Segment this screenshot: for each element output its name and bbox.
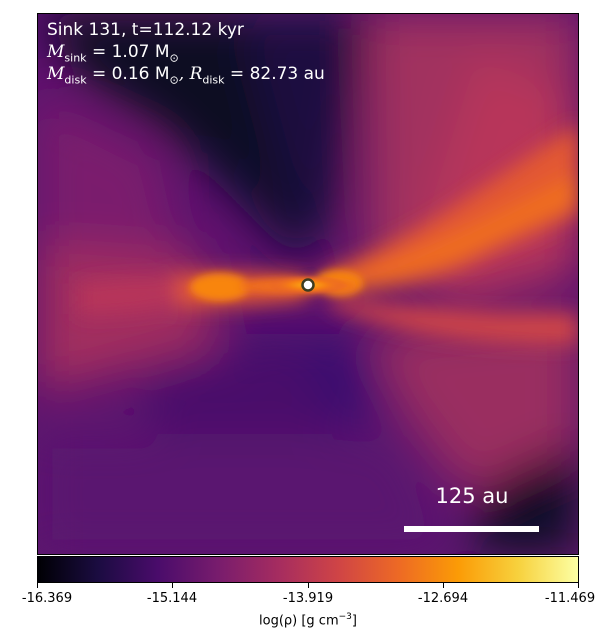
disk-properties-label: Mdisk = 0.16 M⊙, Rdisk = 82.73 au <box>47 64 325 87</box>
colorbar-tick <box>578 583 579 588</box>
sink-mass-label: Msink = 1.07 M⊙ <box>47 42 179 65</box>
sink-title: Sink 131, t=112.12 kyr <box>47 20 244 40</box>
colorbar-tick-label: -13.919 <box>282 591 334 606</box>
colorbar-tick <box>308 583 309 588</box>
density-map <box>38 14 578 554</box>
colorbar-tick-label: -16.369 <box>21 591 73 606</box>
colorbar-tick-label: -12.694 <box>417 591 469 606</box>
sink-marker <box>301 278 315 292</box>
density-map-panel <box>37 13 579 555</box>
scale-bar <box>404 526 539 532</box>
colorbar <box>37 556 579 583</box>
colorbar-tick-label: -15.144 <box>146 591 198 606</box>
colorbar-tick-label: -11.469 <box>544 591 596 606</box>
colorbar-tick <box>172 583 173 588</box>
scale-bar-label: 125 au <box>435 484 509 508</box>
colorbar-tick <box>37 583 38 588</box>
colorbar-label: log(ρ) [g cm−3] <box>259 612 357 629</box>
colorbar-tick <box>443 583 444 588</box>
